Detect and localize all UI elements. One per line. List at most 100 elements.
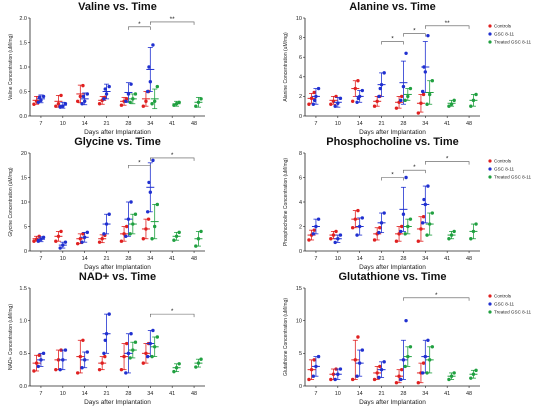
- x-tick-label: 34: [147, 121, 153, 127]
- data-point-treated: [469, 237, 473, 241]
- legend-label-controls: Controls: [494, 294, 512, 299]
- data-point-controls: [331, 233, 336, 237]
- data-point-treated: [447, 237, 451, 241]
- data-point-gsc: [423, 354, 428, 359]
- data-point-controls: [419, 227, 423, 231]
- data-point-gsc: [423, 202, 428, 207]
- significance-bracket: [150, 21, 195, 25]
- x-tick-label: 41: [169, 391, 175, 397]
- data-point-treated: [447, 104, 451, 108]
- data-point-controls: [122, 354, 126, 359]
- significance-bracket: [403, 169, 426, 174]
- x-axis-label: Days after Implantation: [84, 399, 151, 406]
- x-tick-label: 10: [335, 391, 341, 397]
- data-point-gsc: [103, 338, 107, 342]
- data-point-controls: [399, 94, 404, 99]
- data-point-controls: [312, 358, 316, 362]
- data-point-treated: [196, 237, 201, 241]
- legend-marker-gsc: [488, 302, 492, 306]
- data-point-treated: [196, 361, 201, 365]
- data-point-treated: [427, 358, 432, 362]
- data-point-gsc: [420, 371, 425, 375]
- data-point-gsc: [360, 88, 365, 93]
- x-tick-label: 21: [104, 256, 110, 262]
- data-point-controls: [32, 102, 36, 106]
- y-tick-label: 0: [299, 249, 302, 255]
- legend-marker-controls: [488, 24, 492, 28]
- significance-bracket: [150, 313, 195, 318]
- data-point-gsc: [126, 217, 131, 221]
- chart-title: NAD+ vs. Time: [79, 271, 156, 283]
- data-point-gsc: [422, 65, 426, 69]
- data-point-gsc: [404, 51, 408, 55]
- data-point-gsc: [382, 360, 386, 364]
- data-point-gsc: [36, 100, 41, 104]
- x-tick-label: 34: [422, 121, 428, 127]
- significance-bracket: [403, 297, 470, 301]
- data-point-controls: [97, 102, 102, 106]
- significance-label: *: [138, 21, 141, 28]
- x-tick-label: 7: [314, 121, 317, 127]
- data-point-gsc: [80, 102, 84, 106]
- y-tick-label: 0: [299, 384, 302, 390]
- data-point-controls: [103, 354, 107, 359]
- data-point-gsc: [129, 82, 133, 86]
- chart-1: Valine vs. Time 0.0 0.5 1.0 1.5 2.0 7 10 14 21 28 3…: [8, 1, 205, 136]
- y-tick-label: 2: [299, 94, 302, 100]
- data-point-gsc: [104, 332, 109, 336]
- significance-bracket: [128, 26, 151, 30]
- y-tick-label: 0: [24, 249, 27, 255]
- data-point-gsc: [41, 235, 46, 239]
- data-point-gsc: [107, 84, 111, 89]
- data-point-controls: [329, 377, 333, 382]
- data-point-gsc: [41, 351, 46, 356]
- data-point-controls: [81, 338, 85, 342]
- data-point-treated: [427, 222, 432, 226]
- x-tick-label: 10: [335, 256, 341, 262]
- data-point-controls: [334, 229, 338, 234]
- data-point-controls: [56, 102, 61, 106]
- data-point-gsc: [145, 89, 150, 94]
- significance-bracket: [403, 33, 426, 37]
- data-point-controls: [32, 369, 36, 373]
- data-point-gsc: [333, 104, 337, 108]
- data-point-gsc: [102, 351, 106, 356]
- data-point-gsc: [80, 366, 84, 370]
- data-point-gsc: [107, 212, 111, 216]
- data-point-gsc: [401, 358, 406, 362]
- chart-title: Alanine vs. Time: [349, 1, 436, 13]
- data-point-treated: [155, 84, 160, 89]
- data-point-gsc: [58, 367, 62, 372]
- data-point-gsc: [377, 230, 381, 235]
- y-tick-label: 15: [296, 286, 302, 292]
- x-tick-label: 21: [379, 391, 385, 397]
- data-point-controls: [97, 367, 102, 372]
- data-point-gsc: [85, 92, 90, 96]
- x-tick-label: 48: [191, 391, 197, 397]
- chart-6: Glutathione vs. Time 0 5 10 15 7 10 14 21 28 34 41 4…: [283, 271, 531, 406]
- data-point-gsc: [420, 89, 425, 94]
- data-point-gsc: [82, 99, 87, 104]
- data-point-controls: [419, 101, 423, 105]
- y-tick-label: 1.5: [19, 40, 27, 46]
- x-tick-label: 7: [39, 256, 42, 262]
- data-point-gsc: [404, 318, 408, 323]
- data-point-controls: [124, 224, 129, 229]
- significance-label: *: [171, 152, 174, 159]
- chart-title: Phosphocholine vs. Time: [326, 136, 458, 148]
- legend-label-treated: Treated GSC 8-11: [494, 40, 531, 45]
- chart-2: Alanine vs. Time 0 2 4 6 8 10 7 10 14 21 28 34 41 48 Da…: [283, 1, 531, 136]
- x-axis-label: Days after Implantation: [84, 129, 151, 136]
- data-point-controls: [141, 361, 146, 365]
- data-point-treated: [425, 233, 429, 237]
- data-point-gsc: [399, 229, 403, 234]
- x-axis-label: Days after Implantation: [359, 129, 426, 136]
- data-point-treated: [133, 212, 138, 216]
- data-point-gsc: [316, 217, 321, 221]
- data-point-gsc: [420, 221, 425, 225]
- data-point-gsc: [360, 216, 365, 220]
- data-point-controls: [372, 238, 377, 242]
- data-point-controls: [122, 232, 126, 236]
- significance-label: *: [138, 159, 141, 166]
- data-point-controls: [353, 86, 358, 91]
